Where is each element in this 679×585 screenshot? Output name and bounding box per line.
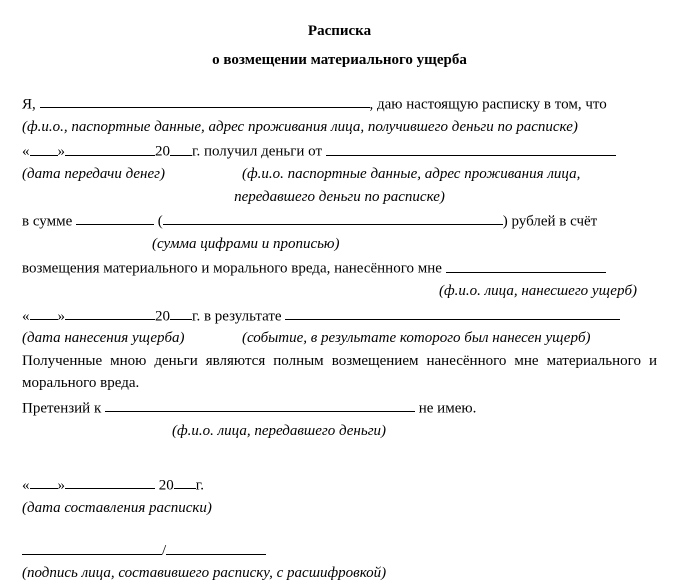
txt-got-money: г. получил деньги от xyxy=(192,144,326,160)
line-damage-date: « » 20 г. в результате xyxy=(22,305,657,328)
blank-fio xyxy=(40,93,370,108)
blank-day-1 xyxy=(30,140,58,155)
q-close-1: » xyxy=(58,144,66,160)
blank-sum-num xyxy=(76,210,154,225)
line-sum: в сумме ( ) рублей в счёт xyxy=(22,210,657,233)
line-damage-by: возмещения материального и морального вр… xyxy=(22,257,657,280)
hint-signature: (подпись лица, составившего расписку, с … xyxy=(22,562,657,585)
q-close-3: » xyxy=(58,477,66,493)
hint-row-5: (дата нанесения ущерба) (событие, в резу… xyxy=(22,327,657,350)
line-sign-date: « » 20 г. xyxy=(22,474,657,497)
y20-1: 20 xyxy=(155,144,170,160)
paren-open: ( xyxy=(154,213,163,229)
txt-after-fio: , даю настоящую расписку в том, что xyxy=(370,96,607,112)
y20-3: 20 xyxy=(159,477,174,493)
blank-day-2 xyxy=(30,305,58,320)
blank-month-2 xyxy=(65,305,155,320)
hint-date-transfer: (дата передачи денег) xyxy=(22,163,242,186)
hint-row-2: (дата передачи денег) (ф.и.о. паспортные… xyxy=(22,163,657,186)
blank-claim xyxy=(105,397,415,412)
q-open-3: « xyxy=(22,477,30,493)
txt-result: г. в результате xyxy=(192,308,285,324)
blank-month-3 xyxy=(65,474,155,489)
q-open-1: « xyxy=(22,144,30,160)
hint-claim: (ф.и.о. лица, передавшего деньги) xyxy=(22,420,657,443)
hint-damage-date: (дата нанесения ущерба) xyxy=(22,327,242,350)
txt-g: г. xyxy=(196,477,204,493)
doc-title-1: Расписка xyxy=(22,20,657,43)
hint-damage-by: (ф.и.о. лица, нанесшего ущерб) xyxy=(22,280,657,303)
hint-sign-date: (дата составления расписки) xyxy=(22,497,657,520)
blank-sum-words xyxy=(163,210,503,225)
blank-event xyxy=(285,305,620,320)
line-ya: Я, , даю настоящую расписку в том, что xyxy=(22,93,657,116)
blank-damage-by xyxy=(446,257,606,272)
blank-year-2 xyxy=(170,305,192,320)
txt-sum: в сумме xyxy=(22,213,76,229)
txt-damage: возмещения материального и морального вр… xyxy=(22,261,446,277)
blank-sign xyxy=(22,539,162,554)
blank-year-3 xyxy=(174,474,196,489)
para-full-comp: Полученные мною деньги являются полным в… xyxy=(22,350,657,395)
y20-2: 20 xyxy=(155,308,170,324)
q-open-2: « xyxy=(22,308,30,324)
hint-event: (событие, в результате которого был нане… xyxy=(242,327,657,350)
hint-payer-1: (ф.и.о. паспортные данные, адрес прожива… xyxy=(242,163,657,186)
blank-decoding xyxy=(166,539,266,554)
blank-year-1 xyxy=(170,140,192,155)
txt-rub: ) рублей в счёт xyxy=(503,213,597,229)
txt-claim-pre: Претензий к xyxy=(22,400,105,416)
txt-ya: Я, xyxy=(22,96,40,112)
doc-title-2: о возмещении материального ущерба xyxy=(22,49,657,72)
line-no-claims: Претензий к не имею. xyxy=(22,397,657,420)
hint-payer-2: передавшего деньги по расписке) xyxy=(22,186,657,209)
blank-month-1 xyxy=(65,140,155,155)
txt-claim-post: не имею. xyxy=(415,400,476,416)
q-close-2: » xyxy=(58,308,66,324)
line-signature: / xyxy=(22,539,657,562)
hint-sum: (сумма цифрами и прописью) xyxy=(22,233,657,256)
blank-day-3 xyxy=(30,474,58,489)
line-date-received: « » 20 г. получил деньги от xyxy=(22,140,657,163)
blank-from xyxy=(326,140,616,155)
hint-fio: (ф.и.о., паспортные данные, адрес прожив… xyxy=(22,116,657,139)
